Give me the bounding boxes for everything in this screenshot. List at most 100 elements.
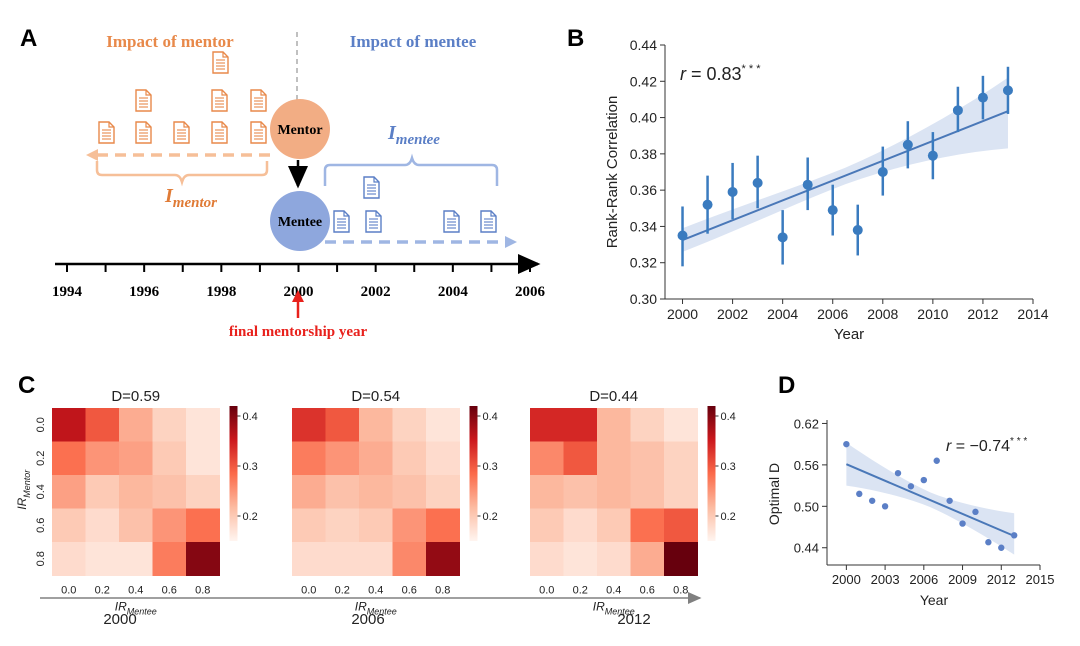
- c-heatmap-cell: [563, 542, 598, 576]
- c-heatmap-cell: [426, 542, 460, 576]
- c-x-tick-label: 0.2: [95, 585, 110, 597]
- mentor-arrowhead: [86, 149, 98, 161]
- b-data-point: [727, 186, 738, 197]
- d-y-tick-label: 0.56: [794, 458, 819, 473]
- c-timeline-years: 2000 2006 2012: [103, 611, 650, 628]
- c-heatmap-cell: [152, 475, 187, 509]
- document-icon: [333, 210, 350, 233]
- c-y-tick-label: 0.0: [35, 417, 47, 432]
- timeline-year-label: 1996: [129, 284, 160, 300]
- b-x-tick-label: 2004: [767, 306, 798, 322]
- panel-d-chart: 2000 2003 2006 2009 2012 2015 0.44 0.50 0.56 0.6…: [766, 416, 1054, 608]
- c-heatmap-cell: [52, 441, 86, 476]
- document-icon: [250, 89, 267, 112]
- c-timeline-year: 2000: [103, 611, 136, 628]
- b-y-tick-label: 0.36: [630, 182, 657, 198]
- d-y-tick-label: 0.50: [794, 499, 819, 514]
- d-data-point: [894, 469, 902, 477]
- c-heatmap-cell: [292, 508, 326, 543]
- document-icon: [173, 121, 190, 144]
- document-icon: [363, 176, 380, 199]
- c-heatmap-cell: [152, 508, 187, 543]
- document-icon: [365, 210, 382, 233]
- c-heatmap-cell: [392, 508, 427, 543]
- c-heatmap-title: D=0.54: [351, 388, 400, 405]
- d-y-tick-label: 0.44: [794, 541, 819, 556]
- c-heatmap-cell: [426, 475, 460, 509]
- mentor-node-label: Mentor: [277, 123, 322, 138]
- c-heatmap-cell: [563, 441, 598, 476]
- b-data-point: [852, 225, 863, 236]
- c-heatmap-cell: [530, 508, 564, 543]
- b-data-point: [977, 92, 988, 103]
- c-heatmap-cell: [325, 475, 360, 509]
- b-data-point: [827, 205, 838, 216]
- document-icon: [250, 121, 267, 144]
- c-y-axis-label: IRMentor: [15, 469, 32, 510]
- b-x-axis-label: Year: [834, 326, 864, 343]
- panel-letter-d: D: [778, 372, 795, 399]
- d-x-tick-label: 2006: [909, 572, 938, 587]
- c-y-tick-label: 0.8: [35, 551, 47, 566]
- document-icon: [480, 210, 497, 233]
- mentee-node-label: Mentee: [278, 215, 322, 230]
- mentee-documents: [333, 176, 497, 233]
- c-x-tick-label: 0.0: [61, 585, 76, 597]
- d-confidence-band: [846, 442, 1015, 555]
- b-data-point: [677, 230, 688, 241]
- d-y-axis-label: Optimal D: [766, 463, 782, 525]
- c-heatmap-cell: [597, 508, 631, 543]
- c-heatmap-cell: [630, 508, 665, 543]
- c-heatmap-cell: [52, 542, 86, 576]
- c-heatmap-cell: [359, 508, 393, 543]
- c-heatmap-cell: [119, 408, 153, 442]
- c-heatmap-cell: [426, 441, 460, 476]
- c-heatmap-cell: [664, 441, 698, 476]
- c-heatmap-cell: [664, 508, 698, 543]
- d-x-tick-label: 2003: [871, 572, 900, 587]
- d-annotation: r = −0.74* * *: [946, 436, 1027, 455]
- mentee-node: [270, 191, 330, 251]
- c-x-tick-label: 0.4: [606, 585, 621, 597]
- c-x-tick-label: 0.0: [539, 585, 554, 597]
- b-y-tick-label: 0.40: [630, 110, 657, 126]
- d-x-axis-label: Year: [920, 592, 949, 608]
- timeline-year-label: 2006: [515, 284, 546, 300]
- c-x-axis-label: IRMentee: [355, 600, 397, 617]
- c-heatmap-cell: [563, 508, 598, 543]
- c-colorbar-tick-label: 0.2: [483, 511, 498, 523]
- d-data-point: [907, 483, 915, 490]
- c-colorbar-tick-label: 0.3: [721, 461, 736, 473]
- d-data-point: [881, 503, 889, 510]
- c-heatmap-cell: [85, 542, 120, 576]
- c-heatmap-cell: [85, 508, 120, 543]
- d-x-tick-label: 2015: [1026, 572, 1055, 587]
- b-x-tick-label: 2008: [867, 306, 898, 322]
- b-data-point: [802, 179, 813, 190]
- c-x-tick-label: 0.6: [402, 585, 417, 597]
- c-x-axis-label: IRMentee: [593, 600, 635, 617]
- c-timeline-year: 2006: [351, 611, 384, 628]
- timeline-year-label: 1994: [52, 284, 83, 300]
- final-mentorship-year-label: final mentorship year: [229, 324, 368, 340]
- impact-of-mentor-label: Impact of mentor: [106, 32, 234, 51]
- c-heatmap-cell: [325, 508, 360, 543]
- b-confidence-band: [682, 77, 1008, 252]
- panel-letter-c: C: [18, 372, 35, 399]
- c-heatmap-cell: [392, 542, 427, 576]
- d-data-point: [985, 539, 992, 546]
- b-x-tick-label: 2006: [817, 306, 848, 322]
- b-data-point: [902, 139, 913, 150]
- document-icon: [212, 51, 229, 74]
- c-heatmap-cell: [530, 408, 564, 442]
- b-annotation: r = 0.83* * *: [680, 63, 761, 84]
- b-y-tick-label: 0.32: [630, 255, 657, 271]
- c-heatmap-cell: [119, 441, 153, 476]
- b-x-tick-label: 2014: [1017, 306, 1048, 322]
- d-x-tick-label: 2012: [987, 572, 1016, 587]
- timeline-year-label: 2004: [438, 284, 469, 300]
- c-heatmap-cell: [292, 441, 326, 476]
- d-data-point: [972, 508, 979, 516]
- c-heatmap-cell: [664, 475, 698, 509]
- panel-c-heatmaps: D=0.59 0.0 0.0 0.2 0.2 0.4 0.4 0.6 0.6 0.8 0.8 IRMe…: [15, 388, 736, 617]
